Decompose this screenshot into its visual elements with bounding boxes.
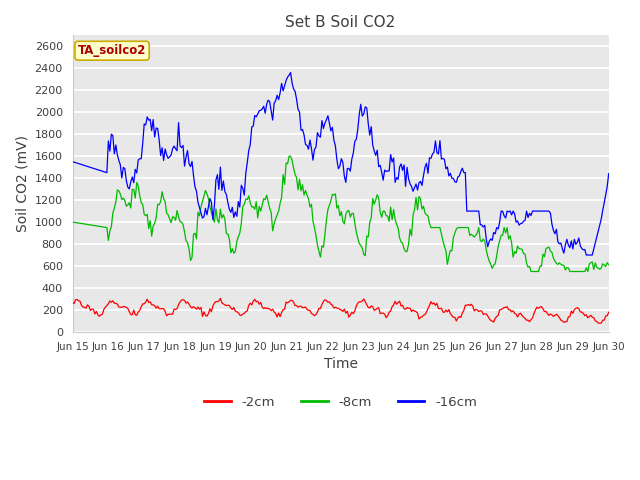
Y-axis label: Soil CO2 (mV): Soil CO2 (mV)	[15, 135, 29, 232]
Text: TA_soilco2: TA_soilco2	[78, 44, 147, 57]
X-axis label: Time: Time	[324, 357, 358, 371]
Title: Set B Soil CO2: Set B Soil CO2	[285, 15, 396, 30]
Legend: -2cm, -8cm, -16cm: -2cm, -8cm, -16cm	[199, 391, 482, 414]
